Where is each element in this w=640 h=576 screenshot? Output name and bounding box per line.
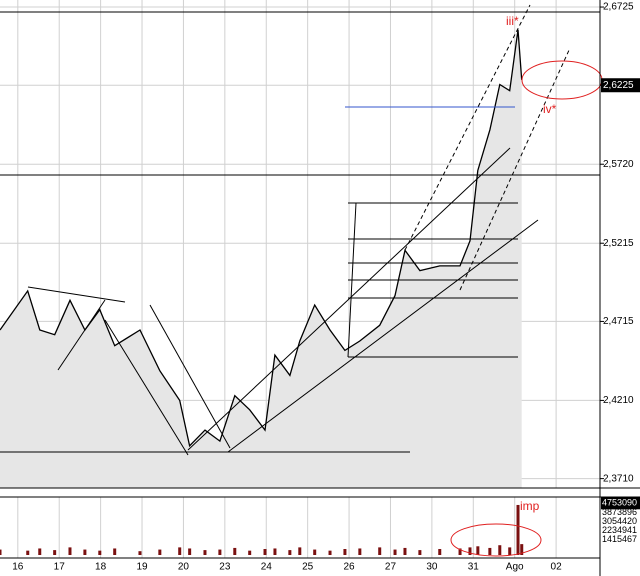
volume-bar <box>83 549 87 555</box>
volume-bar <box>498 545 502 555</box>
volume-tick-label: 2234941 <box>602 525 637 535</box>
x-tick-label: 18 <box>95 562 107 573</box>
volume-tick-label: 4753090 <box>602 498 637 508</box>
y-tick-label: 2,3710 <box>603 473 634 484</box>
volume-tick-label: 1415467 <box>602 534 637 544</box>
annotation: iv* <box>543 102 557 116</box>
volume-bar <box>343 549 347 555</box>
volume-bar <box>438 549 442 555</box>
y-tick-label: 2,5720 <box>603 159 634 170</box>
x-tick-label: 30 <box>426 562 438 573</box>
volume-bar <box>288 550 292 555</box>
x-tick-label: 17 <box>54 562 66 573</box>
y-tick-label: 2,6725 <box>603 2 634 13</box>
annotation: iii* <box>506 14 519 28</box>
x-tick-label: 23 <box>219 562 231 573</box>
annotation: imp <box>520 499 540 513</box>
x-tick-label: 20 <box>178 562 190 573</box>
volume-bar <box>0 549 2 555</box>
x-tick-label: 26 <box>344 562 356 573</box>
volume-bar <box>138 551 142 555</box>
volume-bar <box>158 549 162 555</box>
volume-bar <box>26 550 30 555</box>
volume-bar <box>520 544 524 555</box>
x-tick-label: 31 <box>468 562 480 573</box>
volume-bar <box>218 549 222 555</box>
volume-marker <box>601 497 640 510</box>
x-tick-label: 02 <box>551 562 563 573</box>
volume-bar <box>378 547 382 555</box>
volume-bar <box>358 548 362 555</box>
x-tick-label: 16 <box>12 562 24 573</box>
volume-bar <box>458 548 462 555</box>
volume-tick-label: 3054420 <box>602 516 637 526</box>
volume-bar <box>476 546 480 555</box>
volume-bar <box>178 547 182 555</box>
volume-bar <box>113 548 117 555</box>
volume-bar <box>273 548 277 555</box>
volume-bar <box>233 547 237 555</box>
x-tick-label: 27 <box>385 562 397 573</box>
volume-tick-label: 3873896 <box>602 507 637 517</box>
x-tick-label: 25 <box>302 562 314 573</box>
y-tick-label: 2,4715 <box>603 316 634 327</box>
volume-bar <box>313 549 317 555</box>
price-line <box>0 29 523 448</box>
x-tick-label: 19 <box>136 562 148 573</box>
area <box>0 29 522 488</box>
volume-bar <box>188 548 192 555</box>
volume-bar <box>53 550 57 555</box>
volume-bar <box>98 550 102 555</box>
y-tick-label: 2,6225 <box>603 80 634 91</box>
x-tick-label: Ago <box>506 562 524 573</box>
volume-bar <box>508 547 512 555</box>
volume-bar <box>263 549 267 555</box>
volume-bar <box>38 548 42 555</box>
y-tick-label: 2,4210 <box>603 395 634 406</box>
volume-bar <box>403 547 407 555</box>
volume-bar <box>203 550 207 555</box>
plot <box>0 29 524 555</box>
volume-bar <box>393 549 397 555</box>
volume-bar <box>468 547 472 555</box>
volume-bar <box>68 547 72 555</box>
y-tick-label: 2,5215 <box>603 238 634 249</box>
price-marker <box>601 78 640 93</box>
x-tick-label: 24 <box>261 562 273 573</box>
volume-bar <box>328 550 332 555</box>
volume-bar <box>298 547 302 555</box>
volume-bar <box>516 504 520 555</box>
volume-bar <box>248 550 252 555</box>
volume-bar <box>488 547 492 555</box>
volume-bar <box>418 550 422 555</box>
